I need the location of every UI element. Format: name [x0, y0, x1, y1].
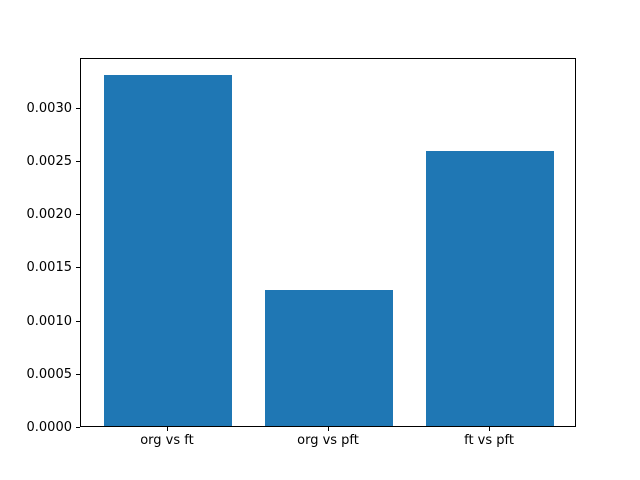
y-tick-mark [76, 214, 80, 215]
x-tick-label-ft-vs-pft: ft vs pft [464, 433, 514, 448]
x-tick-label-org-vs-ft: org vs ft [140, 433, 194, 448]
y-tick-label: 0.0020 [26, 207, 73, 222]
y-tick-mark [76, 320, 80, 322]
y-tick-mark [76, 160, 80, 162]
y-tick-mark [76, 427, 80, 428]
x-tick-mark [489, 427, 491, 431]
bar-ft-vs-pft [425, 151, 555, 426]
bar-org-vs-pft [264, 289, 394, 426]
plot-area [80, 58, 576, 427]
y-tick-label: 0.0005 [26, 366, 73, 382]
y-tick-mark [76, 373, 80, 375]
x-tick-mark [328, 427, 329, 431]
y-tick-mark [76, 107, 80, 109]
y-tick-label: 0.0025 [26, 153, 73, 169]
x-tick-label-org-vs-pft: org vs pft [297, 433, 359, 448]
y-tick-label: 0.0000 [26, 420, 73, 435]
x-tick-mark [166, 427, 168, 431]
y-tick-mark [76, 267, 80, 269]
y-tick-label: 0.0030 [26, 100, 73, 116]
bar-org-vs-ft [103, 74, 233, 426]
y-tick-label: 0.0015 [26, 260, 73, 276]
y-tick-label: 0.0010 [26, 313, 73, 329]
